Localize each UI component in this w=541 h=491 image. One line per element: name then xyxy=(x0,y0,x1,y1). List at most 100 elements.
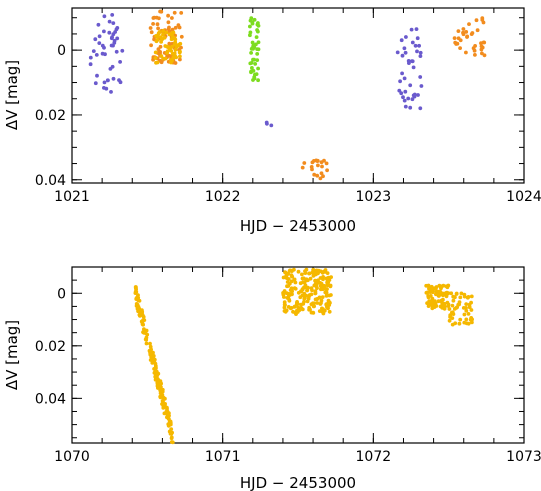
data-point xyxy=(451,312,456,316)
data-point xyxy=(321,277,325,282)
data-point xyxy=(441,297,445,302)
data-point xyxy=(322,158,326,163)
data-point xyxy=(144,338,149,342)
data-point xyxy=(309,165,314,169)
data-point xyxy=(169,37,174,42)
y-tick-label: 0.04 xyxy=(35,391,66,407)
data-point xyxy=(465,35,469,39)
data-point xyxy=(296,269,301,274)
data-point xyxy=(473,44,477,48)
data-point xyxy=(419,84,424,88)
data-point xyxy=(324,302,329,307)
data-point xyxy=(324,161,329,166)
data-point xyxy=(249,51,254,55)
data-point xyxy=(311,301,315,306)
x-tick-label: 1022 xyxy=(205,189,241,205)
data-point xyxy=(325,168,329,173)
data-point xyxy=(282,289,287,293)
x-tick-label: 1072 xyxy=(356,449,392,465)
data-point xyxy=(480,45,485,50)
data-point xyxy=(153,56,158,60)
data-point xyxy=(416,93,420,97)
data-point xyxy=(136,293,140,297)
data-point xyxy=(156,47,161,52)
data-point xyxy=(305,288,310,292)
bottom-data-points xyxy=(133,267,474,445)
data-point xyxy=(163,44,168,48)
data-point xyxy=(430,306,435,311)
data-point xyxy=(466,312,471,316)
data-point xyxy=(286,292,291,296)
y-tick-label: 0 xyxy=(57,286,66,302)
data-point xyxy=(256,47,261,52)
data-point xyxy=(464,50,468,55)
data-point xyxy=(315,301,320,305)
data-point xyxy=(399,91,404,96)
data-point xyxy=(97,34,102,39)
data-point xyxy=(442,302,446,307)
data-point xyxy=(314,284,319,289)
data-point xyxy=(249,16,254,21)
data-point xyxy=(321,307,325,312)
data-point xyxy=(400,71,404,76)
data-point xyxy=(156,31,161,36)
data-point xyxy=(249,61,254,65)
data-point xyxy=(327,309,332,314)
data-point xyxy=(409,27,414,32)
data-point xyxy=(415,36,420,41)
data-point xyxy=(252,17,257,22)
data-point xyxy=(148,341,152,346)
data-point xyxy=(269,123,274,128)
data-point xyxy=(166,20,171,25)
data-point xyxy=(469,308,474,312)
data-point xyxy=(458,317,463,322)
data-point xyxy=(253,62,258,66)
data-point xyxy=(250,40,255,45)
data-point xyxy=(403,104,408,109)
data-point xyxy=(451,298,456,303)
data-point xyxy=(173,47,178,52)
data-point xyxy=(107,19,112,24)
data-point xyxy=(425,301,429,305)
data-point xyxy=(158,387,163,392)
data-point xyxy=(473,53,477,57)
data-point xyxy=(436,292,441,297)
data-point xyxy=(256,29,260,34)
data-point xyxy=(250,46,255,50)
data-point xyxy=(88,62,93,67)
data-point xyxy=(451,294,456,299)
data-point xyxy=(148,26,153,30)
data-point xyxy=(256,40,261,45)
data-point xyxy=(326,305,330,310)
data-point xyxy=(436,299,441,304)
data-point xyxy=(410,59,415,64)
data-point xyxy=(264,120,269,125)
data-point xyxy=(470,317,474,322)
data-point xyxy=(312,304,316,309)
data-point xyxy=(141,318,145,323)
data-point xyxy=(137,298,142,303)
data-point xyxy=(461,32,466,37)
data-point xyxy=(96,22,101,27)
data-point xyxy=(160,402,164,406)
y-tick-label: 0.02 xyxy=(35,339,66,355)
data-point xyxy=(311,310,315,315)
data-point xyxy=(472,48,477,53)
data-point xyxy=(106,78,110,83)
data-point xyxy=(301,276,306,281)
data-point xyxy=(403,50,408,55)
data-point xyxy=(148,344,153,349)
data-point xyxy=(464,308,469,313)
data-point xyxy=(103,52,107,57)
data-point xyxy=(441,292,446,296)
bottom-x-axis-label: HJD − 2453000 xyxy=(240,474,356,491)
data-point xyxy=(458,46,462,50)
data-point xyxy=(250,66,254,70)
top-axis-ticks: 1021 1022 1023 1024 0 0.02 0.04 xyxy=(35,8,541,205)
data-point xyxy=(313,289,318,294)
data-point xyxy=(283,270,287,275)
data-point xyxy=(292,304,297,309)
data-point xyxy=(441,283,446,288)
data-point xyxy=(411,65,416,70)
